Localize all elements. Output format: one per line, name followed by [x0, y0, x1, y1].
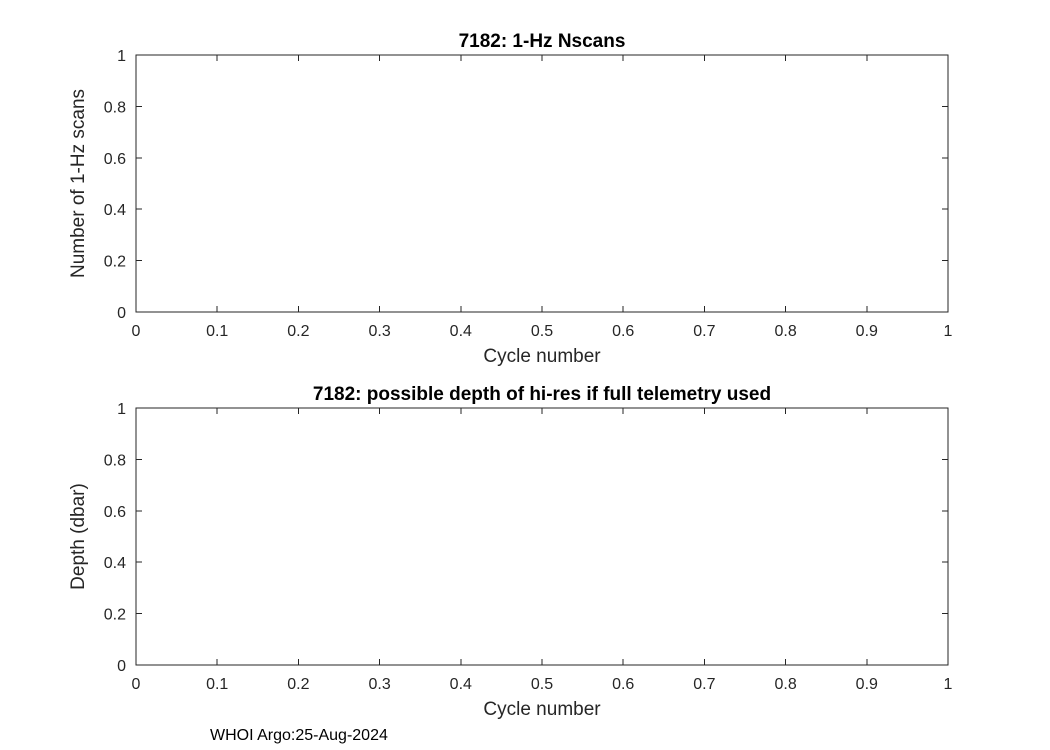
x-tick-label: 0.5	[531, 323, 553, 340]
y-tick-label: 0	[117, 658, 126, 675]
chart-title: 7182: possible depth of hi-res if full t…	[313, 384, 771, 405]
x-tick-label: 0	[132, 323, 141, 340]
watermark-text: WHOI Argo:25-Aug-2024	[210, 727, 388, 744]
x-tick-label: 0.9	[856, 676, 878, 693]
x-tick-label: 1	[944, 323, 953, 340]
x-tick-label: 0.8	[774, 676, 796, 693]
y-tick-label: 0.8	[104, 99, 126, 116]
x-tick-label: 0.8	[774, 323, 796, 340]
y-tick-label: 0.8	[104, 452, 126, 469]
x-tick-label: 0.7	[693, 323, 715, 340]
y-tick-label: 1	[117, 48, 126, 65]
y-axis-label: Depth (dbar)	[68, 483, 89, 590]
x-tick-label: 0	[132, 676, 141, 693]
chart-1: 0 0.1 0.2 0.3 0.4 0.5 0.6 0.7 0.8 0.9 1 0 0.2 0.4 0.6 0…	[68, 384, 953, 720]
plot-box	[135, 54, 949, 313]
x-tick-label: 0.3	[368, 323, 390, 340]
y-tick-label: 0.4	[104, 202, 126, 219]
chart-0: 0 0.1 0.2 0.3 0.4 0.5 0.6 0.7 0.8 0.9 1 0 0.2 0.4 0.6 0…	[68, 31, 953, 367]
y-tick-label: 1	[117, 401, 126, 418]
x-axis-label: Cycle number	[483, 346, 601, 367]
x-tick-label: 0.3	[368, 676, 390, 693]
chart-title: 7182: 1-Hz Nscans	[459, 31, 626, 52]
x-tick-label: 1	[944, 676, 953, 693]
plot-box	[135, 407, 949, 666]
y-tick-label: 0	[117, 305, 126, 322]
x-tick-label: 0.6	[612, 323, 634, 340]
y-tick-label: 0.2	[104, 254, 126, 271]
y-tick-label: 0.2	[104, 607, 126, 624]
x-tick-label: 0.2	[287, 676, 309, 693]
x-tick-label: 0.6	[612, 676, 634, 693]
x-tick-label: 0.2	[287, 323, 309, 340]
x-tick-label: 0.4	[450, 676, 472, 693]
y-tick-label: 0.6	[104, 504, 126, 521]
x-tick-label: 0.9	[856, 323, 878, 340]
x-tick-label: 0.7	[693, 676, 715, 693]
x-tick-label: 0.5	[531, 676, 553, 693]
x-axis-label: Cycle number	[483, 699, 601, 720]
x-tick-label: 0.1	[206, 676, 228, 693]
x-tick-label: 0.4	[450, 323, 472, 340]
y-axis-label: Number of 1-Hz scans	[68, 89, 89, 278]
x-tick-label: 0.1	[206, 323, 228, 340]
y-tick-label: 0.6	[104, 151, 126, 168]
y-tick-label: 0.4	[104, 555, 126, 572]
